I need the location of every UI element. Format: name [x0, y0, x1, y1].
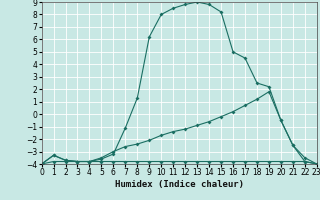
X-axis label: Humidex (Indice chaleur): Humidex (Indice chaleur) — [115, 180, 244, 189]
